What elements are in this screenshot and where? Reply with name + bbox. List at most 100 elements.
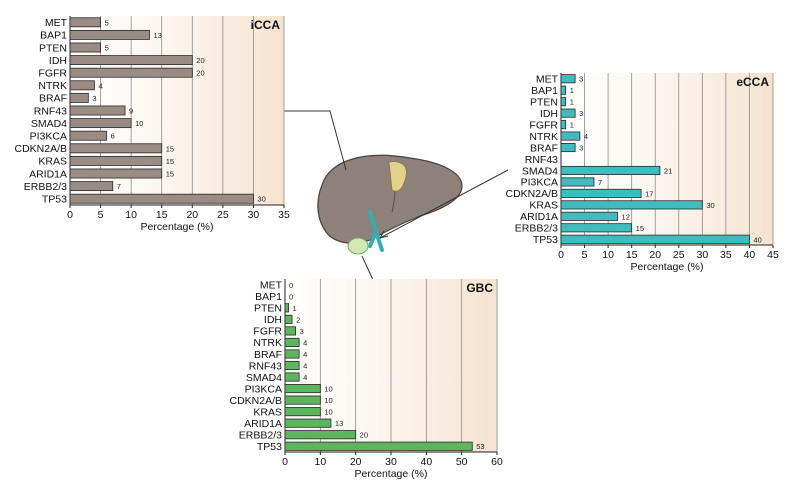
gbc-category-label: MET (260, 280, 283, 292)
ecca-x-tick-label: 15 (626, 249, 638, 261)
icca-category-label: ERBB2/3 (24, 181, 67, 193)
ecca-bar (561, 166, 660, 174)
icca-bar (70, 30, 149, 39)
icca-value-label: 4 (98, 81, 102, 90)
icca-category-label: PTEN (39, 42, 67, 54)
gbc-x-tick-label: 0 (282, 456, 288, 468)
ecca-value-label: 40 (753, 235, 761, 244)
ecca-category-label: PI3KCA (521, 177, 558, 189)
icca-category-label: ARID1A (29, 168, 67, 180)
ecca-value-label: 3 (579, 75, 583, 84)
ecca-bar (561, 75, 575, 83)
icca-value-label: 13 (153, 31, 161, 40)
gbc-x-tick-label: 20 (350, 456, 362, 468)
gbc-x-tick-label: 60 (491, 456, 503, 468)
gbc-value-label: 4 (303, 362, 307, 371)
icca-category-label: TP53 (42, 194, 67, 206)
icca-value-label: 7 (117, 182, 121, 191)
gbc-x-tick-label: 10 (314, 456, 326, 468)
gbc-bar (285, 373, 299, 381)
ecca-bar (561, 212, 618, 220)
gbc-value-label: 20 (360, 431, 368, 440)
ecca-category-label: FGFR (529, 119, 558, 131)
ecca-x-tick-label: 35 (720, 249, 732, 261)
ecca-value-label: 7 (598, 178, 602, 187)
ecca-value-label: 15 (636, 224, 644, 233)
gbc-category-label: FGFR (253, 326, 282, 338)
gbc-value-label: 10 (324, 396, 332, 405)
ecca-category-label: CDKN2A/B (505, 188, 558, 200)
ecca-bar (561, 86, 566, 94)
gbc-chart-title: GBC (466, 281, 493, 295)
ecca-category-label: TP53 (533, 234, 558, 246)
icca-value-label: 5 (105, 18, 109, 27)
icca-category-label: KRAS (38, 156, 67, 168)
icca-x-tick-label: 5 (98, 209, 104, 221)
icca-bar (70, 18, 101, 27)
gbc-category-label: BRAF (254, 349, 282, 361)
ecca-value-label: 1 (570, 121, 574, 130)
gbc-category-label: RNF43 (249, 360, 282, 372)
icca-category-label: RNF43 (34, 105, 67, 117)
gbc-bar (285, 396, 320, 404)
icca-value-label: 20 (196, 69, 204, 78)
gbc-x-tick-label: 40 (420, 456, 432, 468)
gbc-category-label: TP53 (257, 441, 282, 453)
ecca-bar (561, 189, 641, 197)
ecca-value-label: 3 (579, 109, 583, 118)
ecca-category-label: RNF43 (525, 154, 558, 166)
gbc-category-label: PTEN (254, 303, 282, 315)
ecca-x-axis-label: Percentage (%) (631, 261, 704, 273)
icca-x-tick-label: 0 (67, 209, 73, 221)
ecca-x-tick-label: 5 (582, 249, 588, 261)
icca-category-label: PI3KCA (30, 131, 67, 143)
gbc-value-label: 4 (303, 338, 307, 347)
icca-bar (70, 81, 94, 90)
gbc-bar (285, 350, 299, 358)
ecca-category-label: SMAD4 (522, 165, 558, 177)
ecca-x-tick-label: 45 (767, 249, 779, 261)
ecca-x-tick-label: 10 (602, 249, 614, 261)
gbc-x-axis-label: Percentage (%) (355, 468, 428, 480)
icca-x-tick-label: 35 (278, 209, 290, 221)
gbc-bar (285, 327, 296, 335)
icca-chart-title: iCCA (251, 18, 281, 32)
icca-category-label: SMAD4 (31, 118, 67, 130)
gbc-category-label: SMAD4 (246, 372, 282, 384)
gbc-value-label: 0 (289, 292, 293, 301)
icca-category-label: MET (45, 17, 68, 29)
ecca-value-label: 3 (579, 144, 583, 153)
ecca-x-tick-label: 0 (558, 249, 564, 261)
ecca-bar (561, 109, 575, 117)
icca-category-label: BAP1 (40, 30, 67, 42)
icca-bar (70, 144, 162, 153)
gbc-value-label: 2 (296, 315, 300, 324)
ecca-category-label: ERBB2/3 (515, 223, 558, 235)
ecca-chart: eCCAMET 3BAP1 1PTEN 1IDH 3FGFR 1NTRK 4BRAF 3RNF… (505, 73, 779, 273)
gbc-value-label: 4 (303, 373, 307, 382)
icca-bar (70, 56, 192, 65)
gbc-value-label: 1 (293, 304, 297, 313)
gbc-value-label: 13 (335, 419, 343, 428)
icca-bar (70, 169, 162, 178)
gbc-bar (285, 315, 292, 323)
ecca-bar (561, 143, 575, 151)
icca-bar (70, 106, 125, 115)
ecca-x-tick-label: 40 (744, 249, 756, 261)
ecca-bar (561, 132, 580, 140)
gbc-value-label: 53 (476, 442, 484, 451)
ecca-x-tick-label: 25 (673, 249, 685, 261)
gbc-category-label: NTRK (253, 337, 282, 349)
gbc-bar (285, 361, 299, 369)
gbc-value-label: 10 (324, 408, 332, 417)
icca-bar (70, 156, 162, 165)
icca-value-label: 6 (111, 132, 115, 141)
ecca-x-tick-label: 30 (696, 249, 708, 261)
icca-value-label: 20 (196, 56, 204, 65)
icca-category-label: CDKN2A/B (14, 143, 67, 155)
figure-canvas: iCCAMET 5BAP1 13PTEN 5IDH 20FGFR 20NTRK 4BRAF 3… (0, 0, 795, 480)
icca-value-label: 15 (166, 157, 174, 166)
gbc-chart: GBC MET 0 BAP1 0 PTEN 1 IDH 2 FGFR 3 NTRK 4 BRAF 4 RNF4… (229, 279, 503, 480)
icca-value-label: 15 (166, 170, 174, 179)
ecca-bar (561, 235, 749, 243)
